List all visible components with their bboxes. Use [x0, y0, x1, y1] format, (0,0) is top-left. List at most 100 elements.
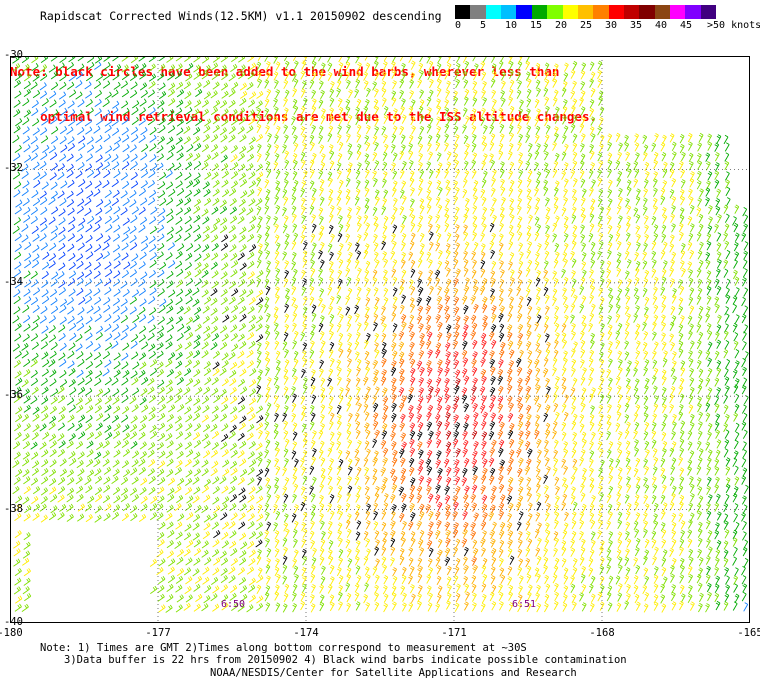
wind-barb	[624, 305, 630, 315]
wind-barb	[329, 412, 335, 422]
wind-barb	[356, 485, 362, 495]
wind-barb	[437, 467, 443, 478]
wind-barb	[669, 234, 675, 244]
wind-barb	[589, 143, 594, 154]
wind-barb	[121, 361, 129, 370]
wind-barb	[50, 190, 58, 199]
wind-barb	[525, 547, 531, 557]
wind-barb	[506, 384, 513, 394]
wind-barb	[355, 565, 361, 575]
wind-barb	[139, 397, 147, 406]
wind-barb	[652, 555, 657, 566]
wind-barb	[321, 530, 326, 541]
wind-barb	[537, 537, 542, 547]
wind-barb	[339, 387, 344, 397]
wind-barb	[697, 528, 703, 538]
wind-barb	[401, 441, 407, 451]
wind-barb	[140, 414, 148, 424]
wind-barb	[425, 296, 432, 306]
wind-barb	[246, 144, 254, 153]
wind-barb	[121, 233, 129, 242]
wind-barb	[561, 366, 567, 377]
wind-barb	[246, 566, 255, 575]
wind-barb	[310, 520, 315, 530]
wind-barb	[158, 124, 166, 134]
wind-barb	[57, 512, 65, 521]
wind-barb	[256, 90, 264, 99]
wind-barb	[121, 460, 129, 469]
wind-barb	[60, 180, 68, 189]
wind-barb	[130, 56, 139, 64]
wind-barb	[166, 504, 174, 513]
wind-barb	[59, 198, 67, 207]
wind-barb	[688, 404, 694, 414]
wind-barb	[338, 116, 344, 127]
wind-barb	[319, 503, 325, 513]
wind-barb	[194, 99, 202, 108]
wind-barb	[111, 377, 119, 386]
wind-barb	[545, 124, 551, 135]
wind-barb	[293, 358, 299, 369]
wind-barb	[285, 287, 290, 298]
wind-barb	[337, 530, 342, 540]
wind-barb	[678, 324, 684, 334]
wind-barb	[292, 98, 298, 109]
wind-barb	[283, 386, 289, 396]
wind-barb	[401, 566, 407, 577]
wind-barb	[175, 575, 184, 584]
wind-barb	[409, 177, 415, 188]
wind-barb	[67, 136, 75, 145]
wind-barb	[212, 486, 220, 495]
wind-barb	[428, 231, 434, 241]
wind-barb	[59, 342, 67, 351]
wind-barb	[184, 586, 192, 595]
wind-barb	[364, 179, 370, 189]
wind-barb	[77, 503, 85, 512]
wind-barb	[247, 278, 255, 287]
wind-barb	[338, 62, 344, 72]
wind-barb	[437, 78, 442, 89]
wind-barb	[561, 87, 567, 97]
wind-barb	[66, 397, 75, 406]
wind-barb	[409, 367, 416, 378]
wind-barb	[95, 325, 104, 334]
wind-barb	[454, 602, 460, 612]
wind-barb	[311, 89, 316, 99]
wind-barb	[427, 196, 432, 206]
wind-barb	[743, 214, 749, 224]
wind-barb	[624, 250, 630, 260]
wind-barb	[238, 404, 246, 413]
wind-barb	[282, 206, 287, 217]
wind-barb	[481, 565, 487, 575]
wind-barb	[617, 556, 623, 566]
wind-barb	[508, 224, 514, 234]
wind-barb	[410, 268, 416, 278]
wind-barb	[327, 466, 333, 476]
wind-barb	[237, 378, 246, 387]
wind-barb	[113, 440, 122, 449]
wind-barb	[399, 304, 405, 315]
wind-barb	[50, 162, 58, 171]
wind-barb	[210, 143, 219, 153]
wind-barb	[300, 197, 306, 207]
wind-barb	[68, 253, 76, 262]
wind-barb	[481, 349, 488, 359]
wind-barb	[418, 449, 424, 459]
wind-barb	[402, 214, 407, 225]
wind-barb	[31, 341, 39, 350]
wind-barb	[544, 116, 549, 127]
wind-barb	[607, 168, 612, 178]
wind-barb	[488, 511, 494, 521]
wind-barb	[660, 494, 666, 504]
wind-barb	[292, 493, 297, 504]
wind-barb	[139, 441, 147, 450]
wind-barb	[525, 133, 530, 144]
wind-barb	[193, 547, 202, 556]
wind-barb	[282, 555, 288, 565]
wind-barb	[193, 64, 201, 73]
wind-barb	[31, 279, 39, 288]
wind-barb	[237, 567, 245, 576]
wind-barb	[714, 179, 720, 189]
wind-barb	[41, 181, 49, 190]
wind-barb	[472, 474, 478, 484]
